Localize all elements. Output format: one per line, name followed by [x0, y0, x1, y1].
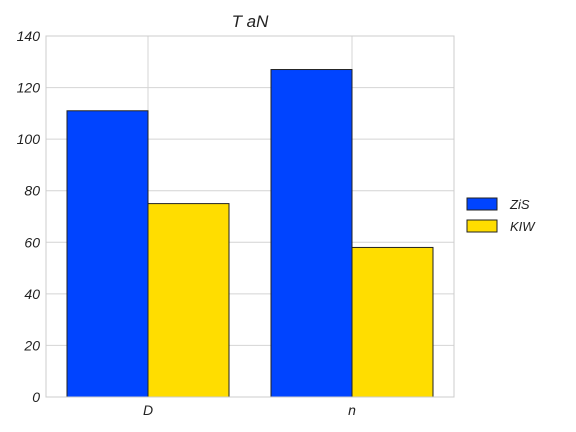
y-tick-label: 140: [17, 28, 41, 44]
legend: ZiS KIW: [466, 197, 536, 234]
y-tick-label: 100: [17, 131, 41, 147]
y-axis-ticks: 0 20 40 60 80 100 120 140: [17, 28, 41, 405]
legend-swatch: [466, 219, 498, 233]
y-tick-label: 20: [23, 337, 40, 353]
y-tick-label: 80: [24, 183, 40, 199]
bar-KIW-D: [147, 203, 230, 398]
x-tick-label: D: [143, 402, 153, 418]
legend-swatch: [466, 197, 498, 211]
bar-KIW-n: [351, 246, 434, 398]
legend-label: ZiS: [509, 197, 530, 212]
x-tick-label: n: [348, 402, 356, 418]
y-tick-label: 60: [24, 234, 40, 250]
y-tick-label: 120: [17, 80, 41, 96]
legend-label: KIW: [510, 219, 536, 234]
plot-area: [45, 35, 455, 398]
y-tick-label: 0: [32, 389, 40, 405]
y-tick-label: 40: [24, 286, 40, 302]
bars: [66, 69, 434, 398]
bar-ZiS-D: [66, 110, 149, 398]
chart-title: T aN: [232, 12, 270, 31]
bar-ZiS-n: [270, 69, 353, 398]
